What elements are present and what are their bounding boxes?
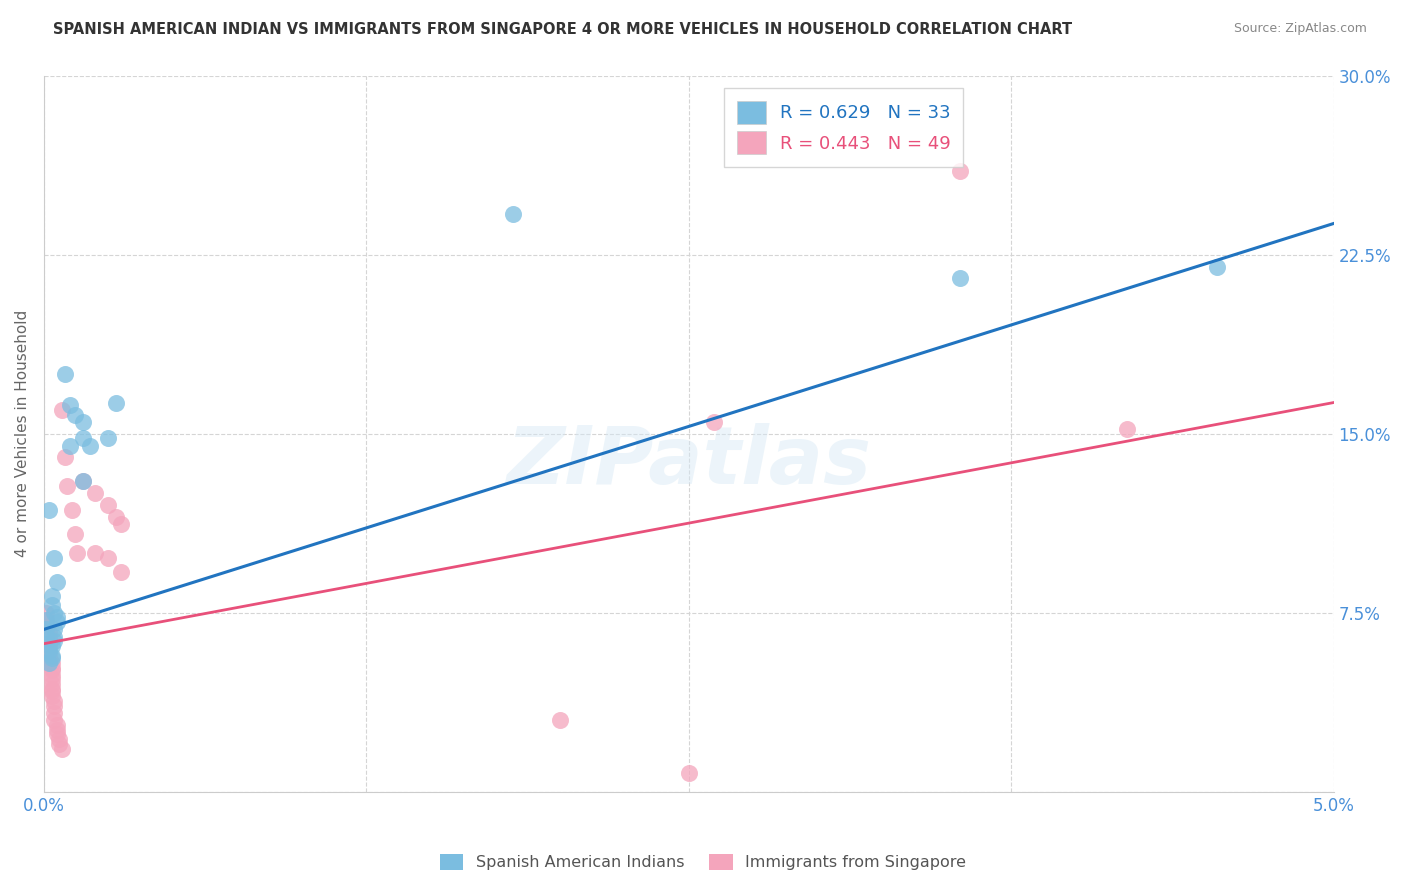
- Point: [45, 727, 67, 741]
- Point: [97, 550, 120, 565]
- Point: [45, 723, 67, 737]
- Point: [41, 589, 63, 603]
- Point: [35, 623, 58, 637]
- Point: [51, 741, 73, 756]
- Point: [678, 765, 700, 780]
- Point: [35, 606, 58, 620]
- Point: [97, 498, 120, 512]
- Point: [1206, 260, 1229, 274]
- Point: [38, 656, 60, 670]
- Point: [41, 690, 63, 704]
- Point: [72, 431, 94, 445]
- Point: [48, 737, 70, 751]
- Point: [38, 646, 60, 660]
- Point: [502, 207, 524, 221]
- Point: [110, 517, 132, 532]
- Y-axis label: 4 or more Vehicles in Household: 4 or more Vehicles in Household: [15, 310, 30, 558]
- Point: [72, 415, 94, 429]
- Point: [35, 637, 58, 651]
- Point: [35, 613, 58, 627]
- Legend: R = 0.629   N = 33, R = 0.443   N = 49: R = 0.629 N = 33, R = 0.443 N = 49: [724, 88, 963, 167]
- Point: [63, 527, 86, 541]
- Point: [38, 644, 60, 658]
- Point: [41, 651, 63, 665]
- Point: [44, 634, 66, 648]
- Text: ZIPatlas: ZIPatlas: [506, 424, 872, 501]
- Point: [38, 624, 60, 639]
- Point: [97, 431, 120, 445]
- Point: [51, 402, 73, 417]
- Point: [41, 673, 63, 687]
- Point: [48, 732, 70, 747]
- Point: [44, 606, 66, 620]
- Point: [56, 479, 79, 493]
- Point: [548, 713, 571, 727]
- Point: [79, 438, 101, 452]
- Point: [41, 677, 63, 691]
- Point: [38, 637, 60, 651]
- Point: [44, 630, 66, 644]
- Point: [41, 599, 63, 613]
- Point: [35, 620, 58, 634]
- Point: [110, 565, 132, 579]
- Point: [948, 271, 970, 285]
- Point: [38, 634, 60, 648]
- Point: [38, 641, 60, 656]
- Point: [38, 503, 60, 517]
- Point: [948, 164, 970, 178]
- Point: [66, 546, 89, 560]
- Point: [84, 486, 107, 500]
- Legend: Spanish American Indians, Immigrants from Singapore: Spanish American Indians, Immigrants fro…: [433, 847, 973, 877]
- Point: [41, 681, 63, 696]
- Point: [703, 415, 725, 429]
- Point: [38, 630, 60, 644]
- Point: [35, 613, 58, 627]
- Point: [44, 698, 66, 713]
- Text: SPANISH AMERICAN INDIAN VS IMMIGRANTS FROM SINGAPORE 4 OR MORE VEHICLES IN HOUSE: SPANISH AMERICAN INDIAN VS IMMIGRANTS FR…: [53, 22, 1073, 37]
- Point: [35, 623, 58, 637]
- Point: [44, 623, 66, 637]
- Point: [44, 706, 66, 720]
- Point: [105, 510, 128, 524]
- Point: [72, 475, 94, 489]
- Point: [45, 574, 67, 589]
- Point: [45, 718, 67, 732]
- Point: [44, 713, 66, 727]
- Point: [1116, 422, 1139, 436]
- Point: [41, 684, 63, 698]
- Point: [44, 550, 66, 565]
- Point: [63, 408, 86, 422]
- Point: [59, 398, 82, 412]
- Point: [35, 630, 58, 644]
- Point: [60, 503, 83, 517]
- Point: [44, 694, 66, 708]
- Point: [72, 475, 94, 489]
- Point: [38, 651, 60, 665]
- Text: Source: ZipAtlas.com: Source: ZipAtlas.com: [1233, 22, 1367, 36]
- Point: [41, 667, 63, 681]
- Point: [84, 546, 107, 560]
- Point: [45, 610, 67, 624]
- Point: [105, 395, 128, 409]
- Point: [59, 438, 82, 452]
- Point: [41, 663, 63, 677]
- Point: [41, 639, 63, 653]
- Point: [53, 367, 76, 381]
- Point: [41, 656, 63, 670]
- Point: [45, 615, 67, 630]
- Point: [53, 450, 76, 465]
- Point: [41, 660, 63, 674]
- Point: [41, 648, 63, 663]
